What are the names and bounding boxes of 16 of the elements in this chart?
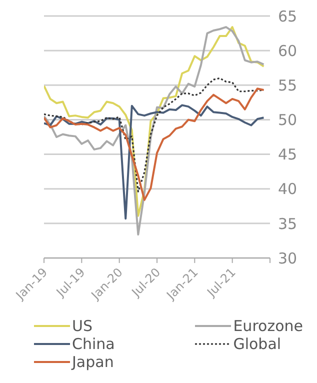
y-tick-label: 40 [278, 180, 298, 198]
line-series [44, 104, 265, 220]
y-tick-label: 30 [278, 249, 298, 268]
legend-label: Eurozone [233, 317, 303, 335]
legend-label: Global [233, 335, 282, 353]
line-series [44, 77, 265, 192]
y-tick-label: 55 [278, 76, 298, 94]
y-tick-label: 65 [278, 7, 298, 26]
line-series [44, 88, 265, 201]
y-tick-label: 45 [278, 146, 298, 164]
y-tick-label: 50 [278, 111, 298, 130]
legend-label: Japan [72, 353, 114, 371]
legend-label: China [72, 335, 115, 353]
legend-label: US [72, 317, 93, 335]
y-tick-label: 60 [278, 42, 298, 60]
y-tick-label: 35 [278, 214, 298, 233]
